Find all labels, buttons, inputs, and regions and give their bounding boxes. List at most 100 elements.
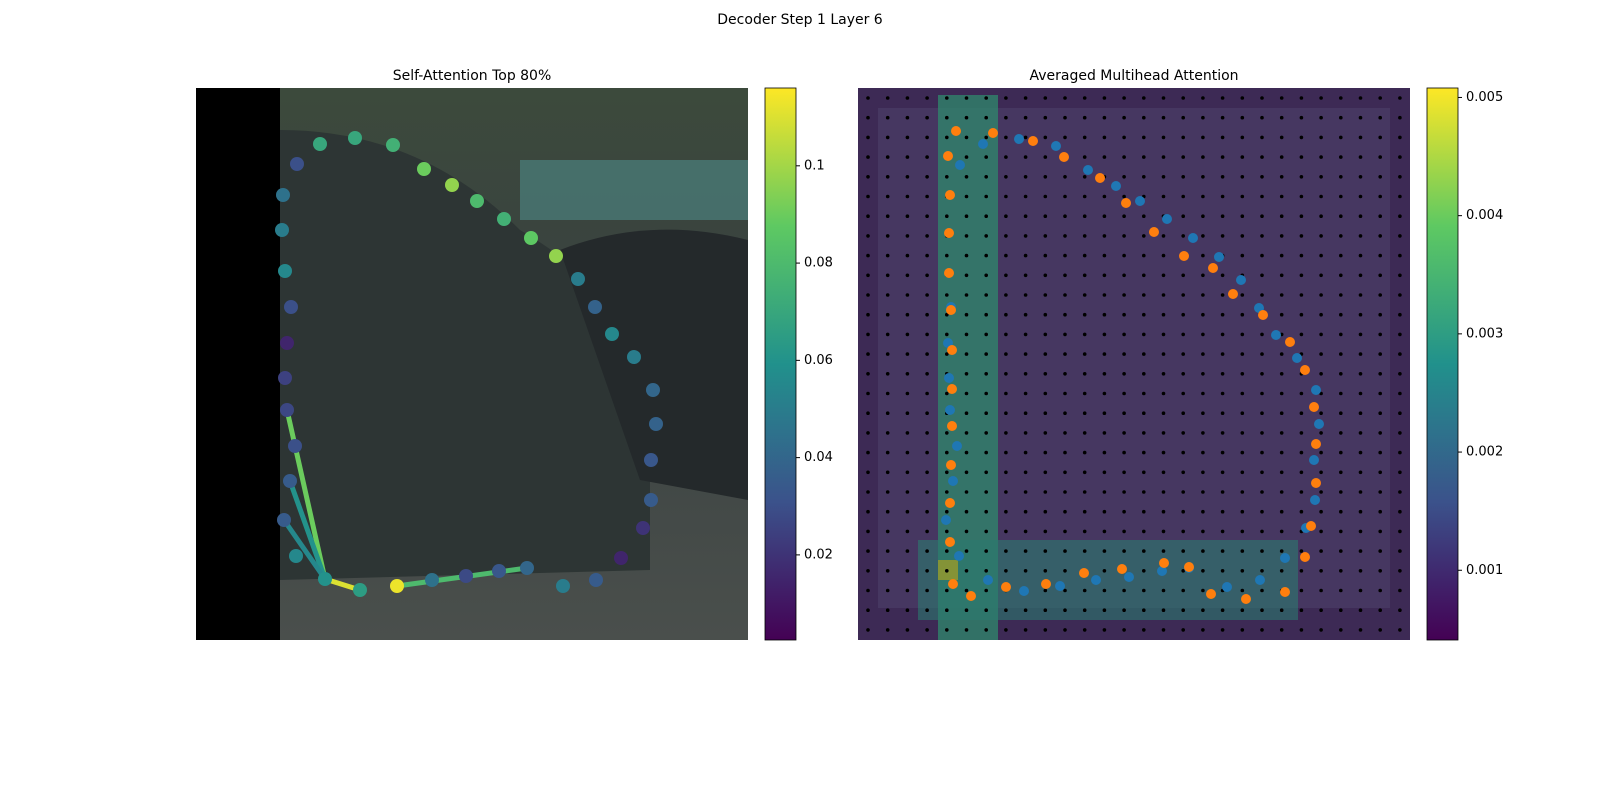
- grid-dot: [905, 431, 910, 435]
- grid-dot: [1378, 450, 1382, 455]
- grid-dot: [1201, 509, 1205, 514]
- grid-dot: [964, 253, 969, 258]
- point: [278, 264, 292, 278]
- grid-dot: [1398, 234, 1402, 238]
- grid-dot: [1339, 115, 1343, 120]
- grid-dot: [1378, 628, 1382, 632]
- grid-dot: [1260, 509, 1264, 514]
- grid-dot: [1299, 194, 1304, 199]
- grid-dot: [1122, 509, 1126, 514]
- grid-dot: [1339, 194, 1343, 199]
- grid-dot: [1260, 273, 1264, 278]
- grid-dot: [1319, 411, 1323, 416]
- point: [955, 160, 965, 170]
- grid-dot: [1161, 234, 1166, 238]
- grid-dot: [1043, 96, 1048, 100]
- grid-dot: [1398, 529, 1402, 534]
- grid-dot: [1299, 628, 1304, 632]
- grid-dot: [1043, 194, 1048, 199]
- grid-dot: [1023, 509, 1028, 514]
- grid-dot: [1279, 352, 1284, 356]
- grid-dot: [1082, 96, 1087, 100]
- grid-dot: [1004, 470, 1008, 475]
- grid-dot: [984, 608, 988, 612]
- point: [1188, 233, 1198, 243]
- grid-dot: [925, 312, 929, 317]
- grid-dot: [984, 115, 988, 120]
- grid-dot: [1299, 96, 1304, 100]
- grid-dot: [1142, 372, 1146, 376]
- grid-dot: [905, 96, 910, 100]
- point: [1236, 275, 1246, 285]
- grid-dot: [1043, 431, 1048, 435]
- colorbar-tick-label: 0.001: [1466, 563, 1503, 578]
- grid-dot: [1181, 115, 1185, 120]
- grid-dot: [925, 372, 929, 376]
- grid-dot: [1220, 450, 1225, 455]
- grid-dot: [1398, 391, 1402, 396]
- point: [644, 493, 658, 507]
- grid-dot: [1358, 549, 1363, 553]
- grid-dot: [1398, 214, 1402, 218]
- point: [1300, 552, 1310, 562]
- grid-dot: [925, 194, 929, 199]
- attention-link: [284, 407, 328, 582]
- grid-dot: [984, 155, 988, 159]
- grid-dot: [1122, 194, 1126, 199]
- grid-dot: [1142, 411, 1146, 416]
- grid-dot: [1201, 431, 1205, 435]
- grid-dot: [964, 214, 969, 218]
- point: [445, 178, 459, 192]
- grid-dot: [866, 155, 870, 159]
- grid-dot: [1201, 273, 1205, 278]
- grid-dot: [1319, 155, 1323, 159]
- grid-dot: [1378, 549, 1382, 553]
- grid-dot: [925, 273, 929, 278]
- grid-dot: [1339, 431, 1343, 435]
- grid-dot: [1063, 391, 1067, 396]
- grid-dot: [984, 273, 988, 278]
- grid-dot: [925, 569, 929, 573]
- grid-dot: [885, 470, 890, 475]
- grid-dot: [925, 431, 929, 435]
- grid-dot: [1181, 332, 1185, 337]
- grid-dot: [1358, 96, 1363, 100]
- panel-title: Averaged Multihead Attention: [1029, 68, 1238, 84]
- grid-dot: [1240, 115, 1245, 120]
- point: [983, 575, 993, 585]
- point: [1121, 198, 1131, 208]
- grid-dot: [945, 293, 949, 297]
- point: [1255, 575, 1265, 585]
- grid-dot: [905, 293, 910, 297]
- grid-dot: [945, 431, 949, 435]
- grid-dot: [1043, 588, 1048, 593]
- grid-dot: [1023, 608, 1028, 612]
- grid-dot: [1358, 628, 1363, 632]
- grid-dot: [1142, 490, 1146, 494]
- grid-dot: [925, 234, 929, 238]
- grid-dot: [1260, 588, 1264, 593]
- point: [1241, 594, 1251, 604]
- grid-dot: [1378, 155, 1382, 159]
- grid-dot: [1358, 569, 1363, 573]
- grid-dot: [925, 96, 929, 100]
- grid-dot: [1201, 470, 1205, 475]
- grid-dot: [984, 96, 988, 100]
- grid-dot: [1063, 431, 1067, 435]
- point: [1159, 558, 1169, 568]
- grid-dot: [1319, 234, 1323, 238]
- grid-dot: [1063, 332, 1067, 337]
- grid-dot: [866, 273, 870, 278]
- grid-dot: [1398, 411, 1402, 416]
- grid-dot: [1378, 411, 1382, 416]
- point: [947, 345, 957, 355]
- grid-dot: [1082, 490, 1087, 494]
- grid-dot: [1023, 411, 1028, 416]
- grid-dot: [1279, 411, 1284, 416]
- grid-dot: [1161, 549, 1166, 553]
- grid-dot: [1260, 529, 1264, 534]
- grid-dot: [1240, 411, 1245, 416]
- grid-dot: [1319, 490, 1323, 494]
- grid-dot: [1220, 529, 1225, 534]
- grid-dot: [1082, 234, 1087, 238]
